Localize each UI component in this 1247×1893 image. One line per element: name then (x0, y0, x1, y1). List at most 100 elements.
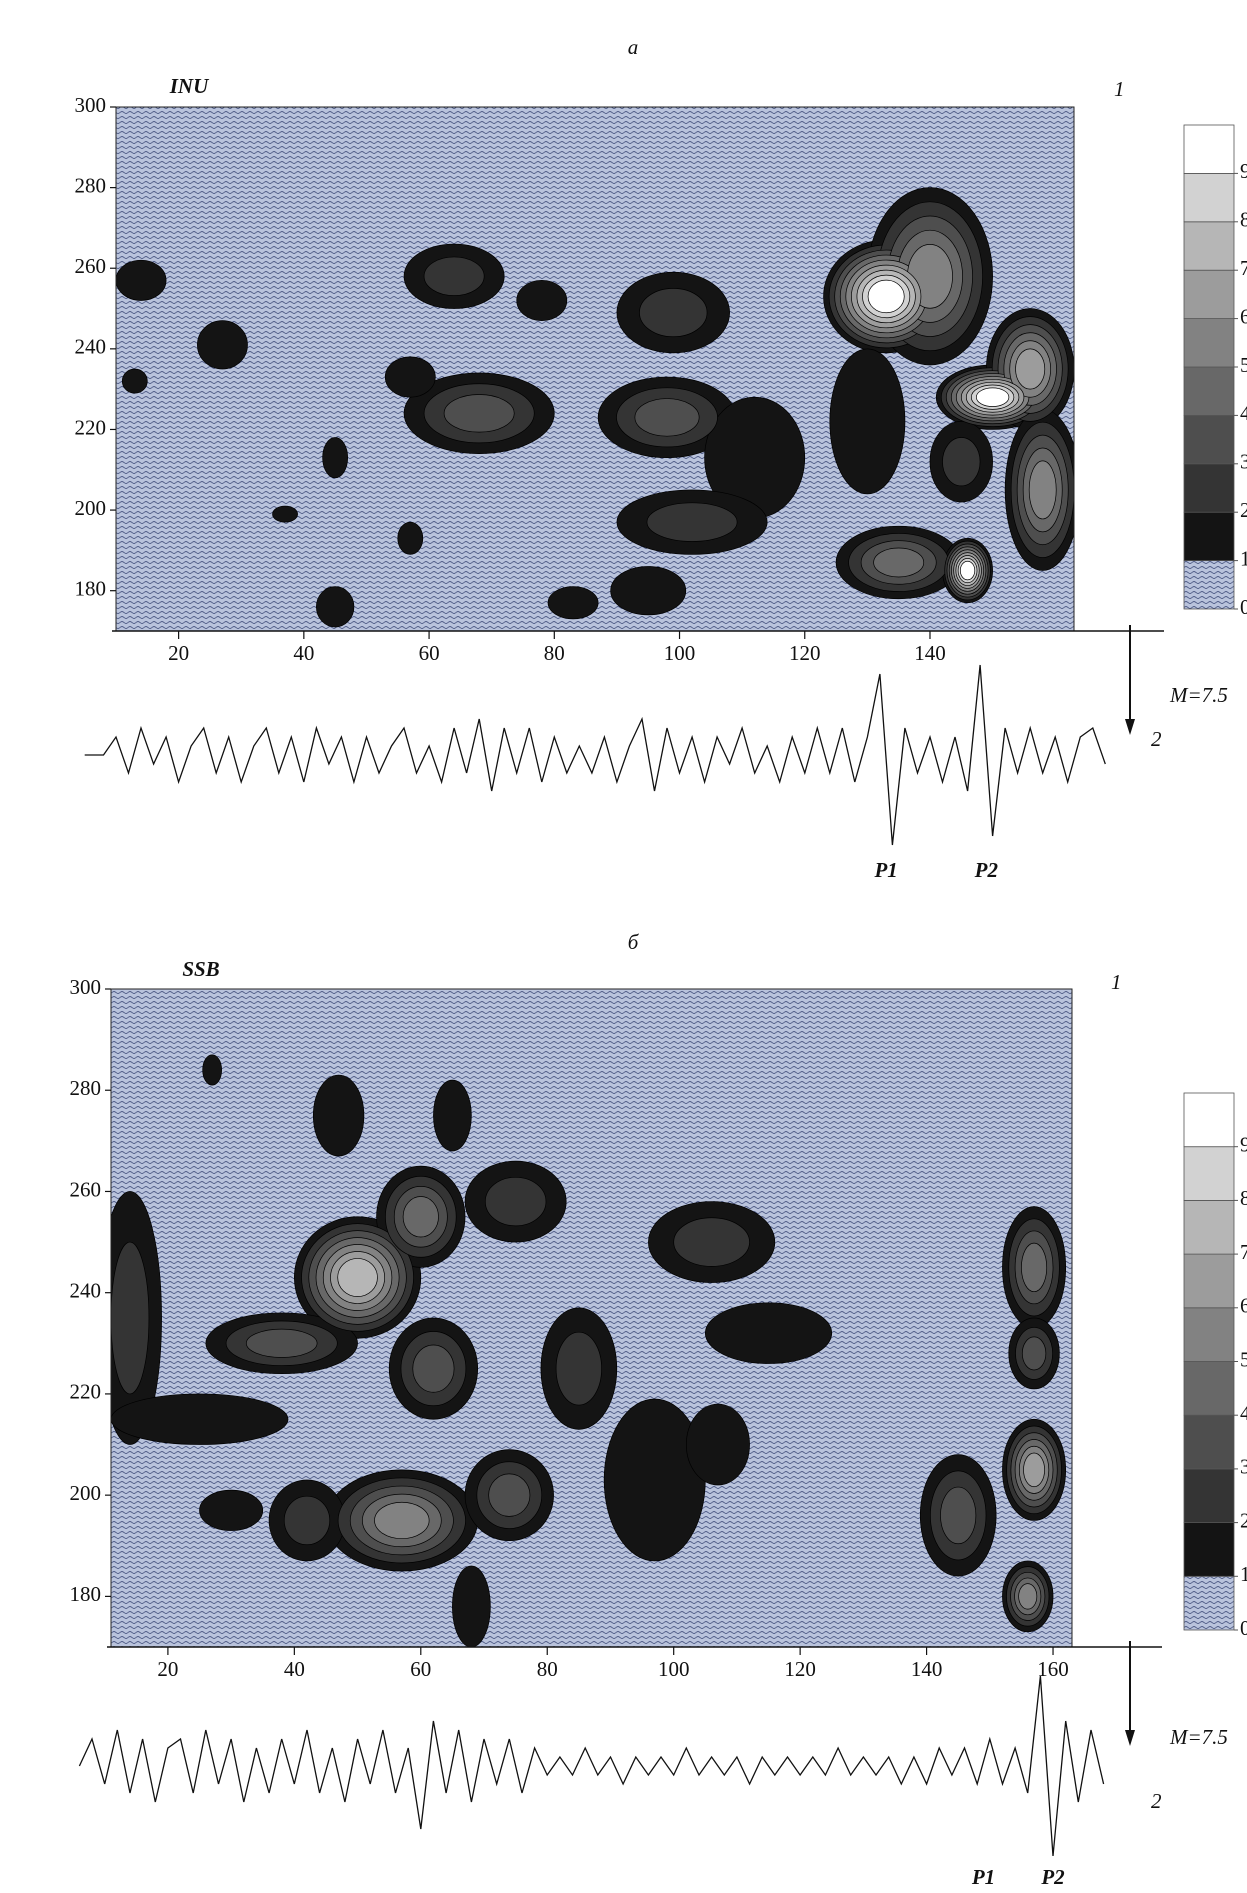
y-tick-label: 180 (75, 577, 107, 601)
colorbar-box (1183, 1414, 1235, 1470)
trace-label: 2 (1151, 727, 1162, 751)
contour-level (704, 1302, 833, 1364)
contour-level (116, 259, 167, 301)
contour-level (423, 256, 485, 296)
y-tick-label: 240 (75, 335, 107, 359)
contour-level (283, 1495, 331, 1546)
colorbar-box (1183, 172, 1235, 223)
contour-level (829, 348, 906, 495)
contour-level (433, 1079, 472, 1152)
colorbar-label: 8 (1240, 208, 1247, 232)
contour-level (975, 387, 1010, 407)
panel-title: а (628, 35, 639, 59)
magnitude-arrowhead (1125, 1730, 1135, 1746)
contour-level (603, 1398, 706, 1562)
contour-level (1021, 1336, 1047, 1371)
colorbar-box (1183, 1575, 1235, 1631)
colorbar-label: 7 (1240, 256, 1247, 280)
x-tick-label: 120 (784, 1657, 816, 1681)
contour-level (639, 288, 708, 338)
x-tick-label: 80 (537, 1657, 558, 1681)
contour-level (646, 502, 738, 542)
y-tick-label: 280 (75, 173, 107, 197)
colorbar-label: 2 (1240, 498, 1247, 522)
contour-level (337, 1258, 378, 1297)
colorbar-label: 2 (1240, 1508, 1247, 1532)
colorbar-label: 4 (1240, 401, 1247, 425)
contour-level (374, 1501, 430, 1540)
colorbar-label: 0 (1240, 595, 1247, 619)
colorbar-label: 0 (1240, 1616, 1247, 1640)
colorbar-label: 4 (1240, 1401, 1247, 1425)
seismogram (84, 664, 1106, 846)
contour-level (197, 320, 248, 370)
contour-level (1023, 1452, 1045, 1488)
panel-title: б (628, 930, 640, 954)
colorbar-label: 5 (1240, 353, 1247, 377)
colorbar-box (1183, 124, 1235, 174)
colorbar-box (1183, 269, 1235, 320)
x-tick-label: 60 (419, 641, 440, 665)
contour-level (452, 1565, 491, 1647)
contour-level (121, 368, 148, 394)
colorbar-label: 6 (1240, 1294, 1247, 1318)
x-tick-label: 100 (664, 641, 696, 665)
colorbar-box (1183, 1200, 1235, 1255)
colorbar-box (1183, 560, 1235, 610)
contour-level (111, 1241, 150, 1395)
x-tick-label: 60 (410, 1657, 431, 1681)
y-tick-label: 220 (75, 415, 107, 439)
magnitude-label: M=7.5 (1169, 1725, 1228, 1749)
colorbar-box (1183, 1092, 1235, 1148)
contour-level (867, 279, 905, 314)
contour-level (412, 1344, 455, 1393)
y-tick-label: 200 (70, 1481, 102, 1505)
contour-level (245, 1328, 318, 1358)
contour-level (443, 394, 515, 433)
contour-level (272, 505, 298, 523)
panel-label: 1 (1114, 77, 1125, 101)
colorbar-box (1183, 1361, 1235, 1416)
colorbar-box (1183, 1307, 1235, 1362)
colorbar-box (1183, 318, 1235, 368)
contour-level (940, 1486, 977, 1545)
contour-level (1018, 1583, 1038, 1610)
panel-label: 1 (1111, 970, 1122, 994)
contour-level (111, 1393, 289, 1445)
contour-level (316, 586, 355, 628)
contour-level (959, 560, 976, 581)
contour-field (111, 1054, 1067, 1647)
y-tick-label: 260 (75, 254, 107, 278)
colorbar-label: 1 (1240, 546, 1247, 570)
magnitude-label: M=7.5 (1169, 683, 1228, 707)
colorbar-box (1183, 1146, 1235, 1201)
contour-level (384, 356, 436, 398)
y-tick-label: 300 (75, 93, 107, 117)
contour-level (1028, 460, 1057, 520)
y-tick-label: 260 (70, 1177, 102, 1201)
x-tick-label: 120 (789, 641, 821, 665)
phase-label: P2 (974, 858, 999, 882)
x-tick-label: 20 (168, 641, 189, 665)
colorbar-box (1183, 414, 1235, 465)
x-tick-label: 20 (157, 1657, 178, 1681)
colorbar-label: 5 (1240, 1347, 1247, 1371)
colorbar-label: 7 (1240, 1240, 1247, 1264)
phase-label: P2 (1040, 1865, 1065, 1889)
contour-level (397, 521, 424, 555)
x-tick-label: 140 (914, 641, 946, 665)
contour-level (402, 1196, 439, 1238)
contour-level (673, 1217, 750, 1267)
colorbar-box (1183, 221, 1235, 271)
y-tick-label: 280 (70, 1076, 102, 1100)
colorbar-label: 3 (1240, 450, 1247, 474)
contour-level (555, 1331, 602, 1406)
contour-level (484, 1176, 547, 1227)
magnitude-arrowhead (1125, 719, 1135, 735)
x-tick-label: 140 (911, 1657, 943, 1681)
colorbar-box (1183, 1522, 1235, 1577)
trace-label: 2 (1151, 1789, 1162, 1813)
colorbar-label: 9 (1240, 1133, 1247, 1157)
